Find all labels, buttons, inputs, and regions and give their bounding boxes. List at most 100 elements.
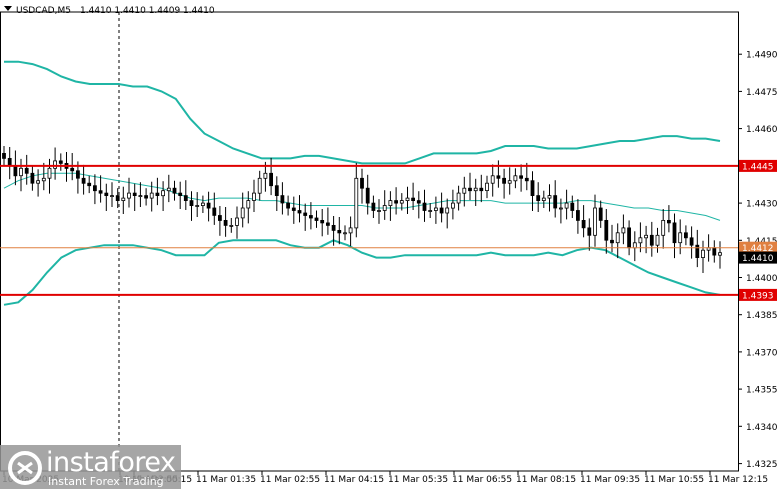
candle-body: [559, 207, 563, 210]
candle-body: [36, 180, 40, 184]
candle-body: [104, 192, 109, 197]
candle-body: [502, 177, 507, 184]
candle-body: [206, 202, 211, 209]
candle-body: [166, 187, 171, 192]
candle: [240, 192, 245, 228]
candle-body: [161, 190, 166, 197]
candle-body: [570, 202, 575, 211]
candle: [274, 176, 279, 211]
candle-body: [70, 167, 75, 172]
candle-body: [621, 227, 626, 234]
candle: [485, 175, 489, 199]
candle-body: [473, 187, 478, 192]
candle-body: [524, 177, 529, 182]
candle: [684, 225, 688, 246]
candle-body: [615, 232, 620, 244]
candle: [587, 218, 592, 251]
candle-body: [428, 210, 433, 212]
candle: [206, 191, 211, 222]
candle: [257, 170, 262, 201]
candle: [450, 189, 455, 220]
candle: [195, 192, 200, 217]
candle-body: [598, 207, 603, 221]
candle-body: [155, 192, 160, 197]
candle-body: [519, 175, 523, 179]
candle-body: [183, 195, 188, 202]
candle: [439, 192, 444, 223]
candle: [581, 205, 586, 238]
candle-body: [280, 195, 285, 204]
candle: [229, 218, 234, 233]
candle-body: [678, 232, 683, 244]
y-tick-label: 1.4490: [746, 51, 778, 61]
candle: [536, 182, 541, 212]
candle: [524, 162, 529, 191]
level-price-tag-1: 1.4445: [742, 162, 774, 172]
candle: [58, 153, 63, 171]
candle-body: [24, 167, 29, 174]
x-tick-label: 11 Mar 02:55: [260, 475, 320, 485]
candle-body: [58, 160, 63, 164]
candle: [530, 171, 535, 211]
candle-body: [144, 195, 149, 199]
candle: [41, 162, 46, 191]
candle: [115, 188, 120, 208]
candle-body: [377, 210, 381, 212]
candle: [621, 214, 626, 245]
candle-body: [195, 205, 200, 207]
candle-body: [439, 207, 444, 214]
candle-body: [172, 187, 177, 194]
candle-body: [53, 160, 57, 169]
candle-body: [303, 212, 308, 216]
candle: [604, 209, 609, 254]
candle: [615, 223, 620, 259]
candle-body: [320, 219, 325, 224]
candle: [672, 213, 677, 259]
candle-body: [87, 182, 92, 187]
candle: [47, 158, 52, 194]
candle: [388, 191, 393, 221]
candle-body: [513, 175, 518, 182]
candle: [718, 241, 722, 269]
x-tick-label: 11 Mar 10:55: [644, 475, 704, 485]
current-price-tag: 1.4410: [742, 254, 774, 264]
candle-body: [110, 195, 114, 198]
candle-body: [13, 165, 18, 177]
candle: [479, 174, 484, 203]
candle: [456, 185, 461, 211]
candle: [593, 194, 597, 247]
candle-body: [661, 219, 666, 236]
candle: [166, 174, 171, 203]
candle: [365, 174, 370, 215]
candle: [348, 216, 353, 247]
candle: [695, 229, 700, 268]
logo-brand-text: instaforex: [46, 447, 176, 478]
candle: [644, 225, 648, 254]
candle: [405, 186, 410, 214]
candle: [473, 178, 478, 206]
candle: [433, 196, 438, 224]
y-tick-label: 1.4460: [746, 125, 778, 135]
candle-body: [365, 187, 370, 204]
candle-body: [30, 172, 35, 184]
current-price-tag-bg: [739, 251, 777, 264]
candle-body: [212, 207, 217, 216]
bid-price-tag: 1.4412: [742, 244, 774, 254]
candle: [93, 174, 97, 205]
ohlc-values: 1.4410 1.4410 1.4409 1.4410: [80, 6, 215, 16]
candle-body: [610, 239, 614, 244]
candle-body: [274, 185, 279, 196]
candle: [399, 193, 404, 211]
candle-body: [581, 219, 586, 229]
candle: [19, 158, 23, 192]
candle-body: [394, 200, 399, 204]
candle-body: [655, 234, 660, 246]
level-price-tag-2-bg: [739, 288, 777, 301]
candle: [354, 162, 359, 238]
candle-body: [337, 229, 342, 234]
candle: [382, 190, 387, 220]
y-tick-label: 1.4430: [746, 200, 778, 210]
candle-body: [314, 217, 319, 221]
dropdown-triangle-icon[interactable]: [4, 6, 12, 11]
